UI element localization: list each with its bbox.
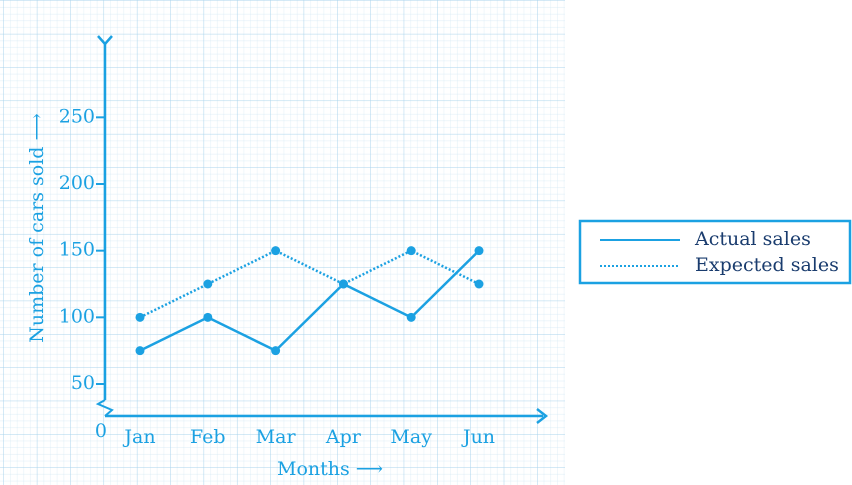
data-point bbox=[338, 279, 348, 289]
y-axis-label: Number of cars sold ⟶ bbox=[26, 113, 48, 342]
legend-label: Actual sales bbox=[694, 228, 811, 250]
axis-break bbox=[95, 399, 114, 417]
legend-label: Expected sales bbox=[695, 254, 839, 276]
series-line bbox=[139, 249, 480, 319]
y-tick-label: 250 bbox=[59, 105, 95, 127]
y-tick-label: 50 bbox=[71, 372, 95, 394]
y-tick-label: 200 bbox=[59, 172, 95, 194]
series-line bbox=[139, 249, 480, 353]
data-point bbox=[406, 246, 416, 256]
x-axis-label: Months ⟶ bbox=[277, 458, 383, 480]
data-point bbox=[474, 246, 484, 256]
data-point bbox=[271, 346, 281, 356]
y-tick-label: 150 bbox=[59, 239, 95, 261]
data-point bbox=[474, 279, 484, 289]
data-point bbox=[271, 246, 281, 256]
x-tick-label: Jun bbox=[461, 426, 495, 448]
data-point bbox=[135, 346, 145, 356]
x-tick-label: May bbox=[390, 426, 432, 448]
y-tick-label: 100 bbox=[59, 305, 95, 327]
x-tick-label: Jan bbox=[122, 426, 155, 448]
data-point bbox=[406, 312, 416, 322]
y-arrow bbox=[97, 35, 113, 46]
x-tick-label: Apr bbox=[325, 426, 362, 448]
data-point bbox=[203, 312, 213, 322]
x-tick-label: Feb bbox=[190, 426, 226, 448]
origin-label: 0 bbox=[95, 420, 107, 442]
data-point bbox=[203, 279, 213, 289]
graph-paper bbox=[0, 0, 565, 485]
legend bbox=[578, 219, 852, 285]
data-point bbox=[135, 312, 145, 322]
x-arrow bbox=[536, 408, 549, 424]
x-tick-label: Mar bbox=[256, 426, 297, 448]
